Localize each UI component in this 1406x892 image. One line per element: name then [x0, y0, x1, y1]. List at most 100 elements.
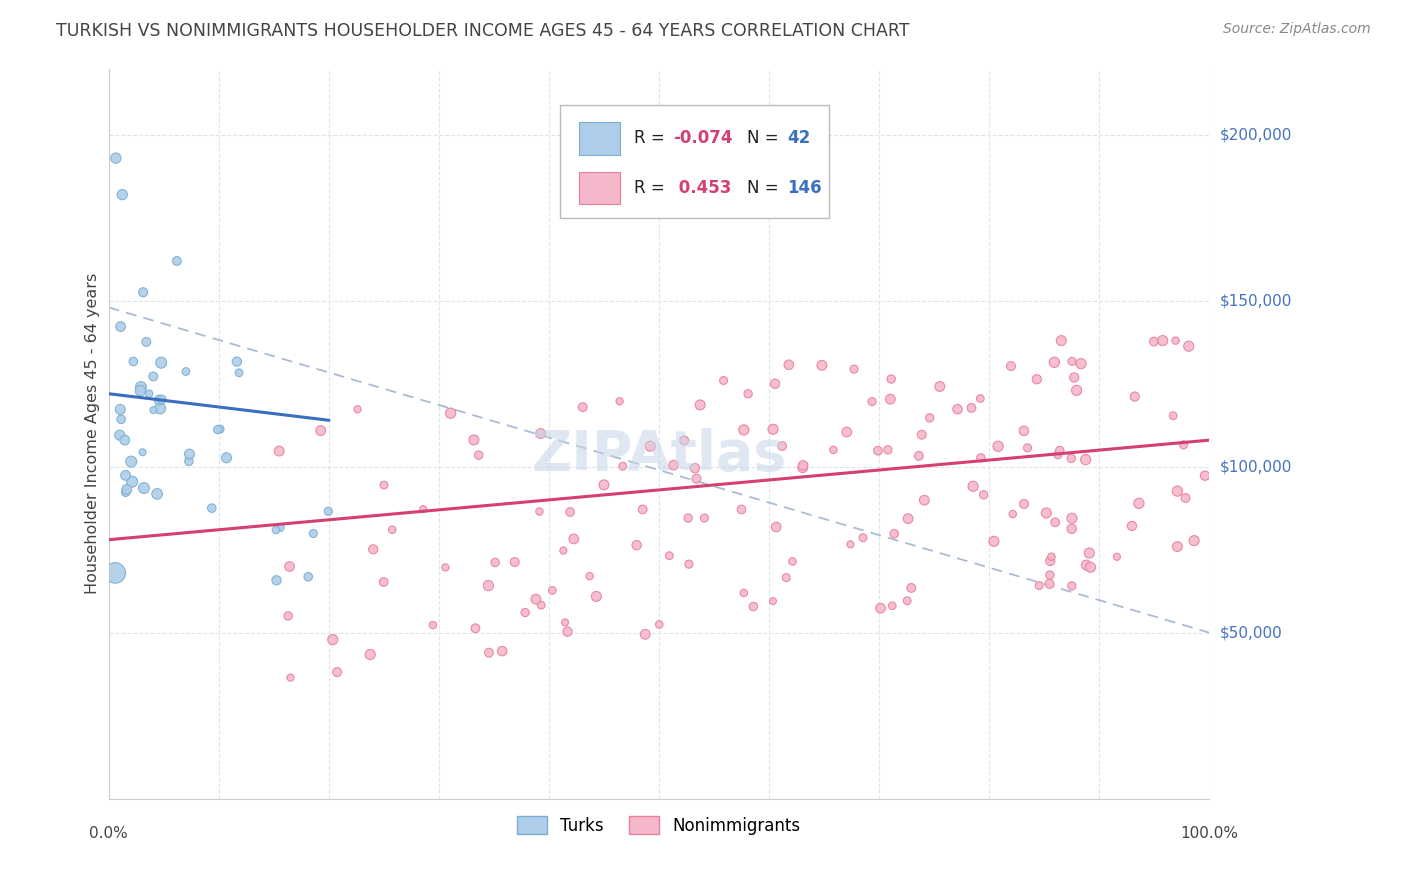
- Point: [962, 479, 984, 493]
- Point: [1078, 546, 1101, 560]
- Point: [1070, 357, 1092, 371]
- Point: [1173, 438, 1195, 452]
- Point: [882, 599, 904, 613]
- Point: [277, 608, 299, 623]
- Point: [114, 485, 136, 500]
- Point: [346, 402, 368, 417]
- Point: [609, 394, 631, 409]
- Point: [114, 468, 136, 483]
- Point: [762, 422, 785, 436]
- Point: [562, 532, 585, 546]
- Point: [553, 543, 575, 558]
- Text: N =: N =: [747, 129, 783, 147]
- Point: [515, 606, 537, 620]
- Point: [765, 520, 787, 534]
- Point: [1174, 491, 1197, 505]
- Point: [269, 521, 291, 535]
- Text: 0.453: 0.453: [673, 179, 731, 197]
- Point: [730, 502, 752, 516]
- Point: [782, 554, 804, 568]
- Point: [207, 423, 229, 437]
- Point: [897, 511, 920, 525]
- Point: [1060, 579, 1083, 593]
- Point: [149, 401, 172, 416]
- Point: [132, 481, 155, 495]
- Point: [439, 406, 461, 420]
- Point: [1001, 507, 1024, 521]
- Point: [209, 422, 232, 436]
- Point: [869, 601, 891, 615]
- Point: [852, 531, 875, 545]
- Point: [1060, 511, 1083, 525]
- Point: [322, 632, 344, 647]
- Point: [842, 362, 865, 376]
- Point: [626, 538, 648, 552]
- Point: [693, 511, 716, 525]
- Point: [146, 487, 169, 501]
- Point: [121, 475, 143, 489]
- Point: [558, 505, 581, 519]
- Point: [676, 511, 699, 525]
- Point: [1060, 522, 1083, 536]
- Point: [900, 581, 922, 595]
- Text: N =: N =: [747, 179, 783, 197]
- Point: [269, 444, 291, 458]
- Text: -0.074: -0.074: [673, 129, 733, 147]
- Point: [326, 665, 349, 679]
- Point: [733, 586, 755, 600]
- Point: [973, 488, 995, 502]
- Point: [529, 504, 551, 518]
- Point: [908, 449, 931, 463]
- Point: [648, 617, 671, 632]
- Point: [683, 461, 706, 475]
- Point: [110, 412, 132, 426]
- Point: [467, 448, 489, 462]
- Bar: [578, 122, 620, 154]
- Point: [215, 450, 238, 465]
- Point: [762, 594, 785, 608]
- Point: [138, 386, 160, 401]
- Text: 42: 42: [787, 129, 811, 147]
- Point: [135, 334, 157, 349]
- Point: [1035, 506, 1057, 520]
- Point: [132, 285, 155, 300]
- Point: [631, 502, 654, 516]
- Point: [524, 592, 547, 607]
- Point: [297, 570, 319, 584]
- Text: $200,000: $200,000: [1220, 128, 1292, 143]
- Point: [1152, 334, 1174, 348]
- Point: [434, 560, 457, 574]
- Point: [1143, 334, 1166, 349]
- Point: [1080, 560, 1102, 574]
- Legend: Turks, Nonimmigrants: Turks, Nonimmigrants: [510, 810, 807, 841]
- Point: [1177, 339, 1199, 353]
- Point: [918, 410, 941, 425]
- Point: [737, 386, 759, 401]
- Text: ZIPAtlas: ZIPAtlas: [531, 428, 786, 483]
- Point: [912, 493, 935, 508]
- Point: [742, 599, 765, 614]
- Point: [478, 646, 501, 660]
- Point: [464, 621, 486, 635]
- Point: [1000, 359, 1022, 373]
- Point: [634, 627, 657, 641]
- Point: [811, 359, 834, 373]
- Point: [733, 423, 755, 437]
- Point: [110, 402, 132, 417]
- Point: [1039, 554, 1062, 568]
- Point: [1046, 448, 1069, 462]
- Point: [1040, 549, 1063, 564]
- Point: [530, 598, 553, 612]
- Point: [1074, 452, 1097, 467]
- Point: [129, 384, 152, 398]
- Point: [678, 557, 700, 571]
- Point: [928, 379, 950, 393]
- Point: [835, 425, 858, 439]
- Point: [792, 460, 814, 475]
- Point: [1060, 354, 1083, 368]
- Point: [373, 478, 395, 492]
- Point: [1049, 443, 1071, 458]
- Point: [412, 502, 434, 516]
- Text: 0.0%: 0.0%: [89, 826, 128, 841]
- Point: [960, 401, 983, 415]
